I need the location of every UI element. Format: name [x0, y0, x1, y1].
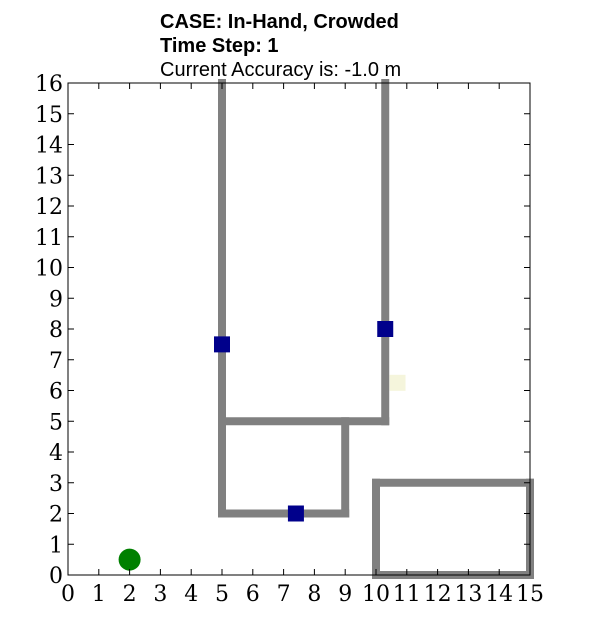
x-tick-label: 4	[184, 582, 198, 607]
square-marker	[377, 321, 394, 337]
x-tick-label: 11	[393, 582, 421, 607]
y-tick-label: 2	[49, 503, 63, 528]
y-tick-label: 3	[49, 472, 63, 497]
y-tick-label: 4	[49, 441, 63, 466]
walls-layer	[218, 79, 534, 579]
x-tick-label: 12	[424, 582, 452, 607]
y-tick-label: 11	[35, 226, 63, 251]
y-tick-label: 12	[35, 195, 63, 220]
x-tick-label: 1	[92, 582, 106, 607]
circle-marker	[118, 548, 141, 571]
square-marker	[389, 374, 406, 391]
x-tick-label: 15	[516, 582, 544, 607]
x-tick-label: 0	[61, 582, 75, 607]
y-tick-label: 14	[35, 134, 63, 159]
y-tick-label: 7	[49, 349, 63, 374]
y-tick-label: 6	[49, 380, 63, 405]
x-ticks: 0 1 2 3 4 5 6 7 8 9 10 11 12 13 14 15	[61, 83, 544, 607]
x-tick-label: 13	[454, 582, 482, 607]
y-tick-label: 10	[35, 257, 63, 282]
title-accuracy: Current Accuracy is: -1.0 m	[160, 59, 402, 81]
x-tick-label: 3	[153, 582, 167, 607]
square-marker	[287, 505, 304, 522]
x-tick-label: 5	[215, 582, 229, 607]
x-tick-label: 8	[307, 582, 321, 607]
y-tick-label: 15	[35, 103, 63, 128]
y-tick-label: 13	[35, 164, 63, 189]
x-tick-label: 7	[277, 582, 291, 607]
x-tick-label: 9	[338, 582, 352, 607]
title-case: CASE: In-Hand, Crowded	[160, 11, 399, 33]
square-marker	[214, 336, 230, 353]
y-tick-label: 5	[49, 410, 63, 435]
y-tick-label: 0	[49, 564, 63, 589]
x-tick-label: 14	[485, 582, 513, 607]
x-tick-label: 2	[123, 582, 137, 607]
x-tick-label: 6	[246, 582, 260, 607]
axes-frame	[67, 82, 531, 576]
y-tick-label: 9	[49, 287, 63, 312]
y-tick-label: 1	[49, 533, 63, 558]
chart-title: CASE: In-Hand, Crowded Time Step: 1 Curr…	[160, 10, 401, 82]
title-time-step: Time Step: 1	[160, 35, 279, 57]
y-tick-label: 16	[35, 72, 63, 97]
x-tick-label: 10	[362, 582, 390, 607]
markers-layer	[118, 321, 406, 571]
y-tick-label: 8	[49, 318, 63, 343]
